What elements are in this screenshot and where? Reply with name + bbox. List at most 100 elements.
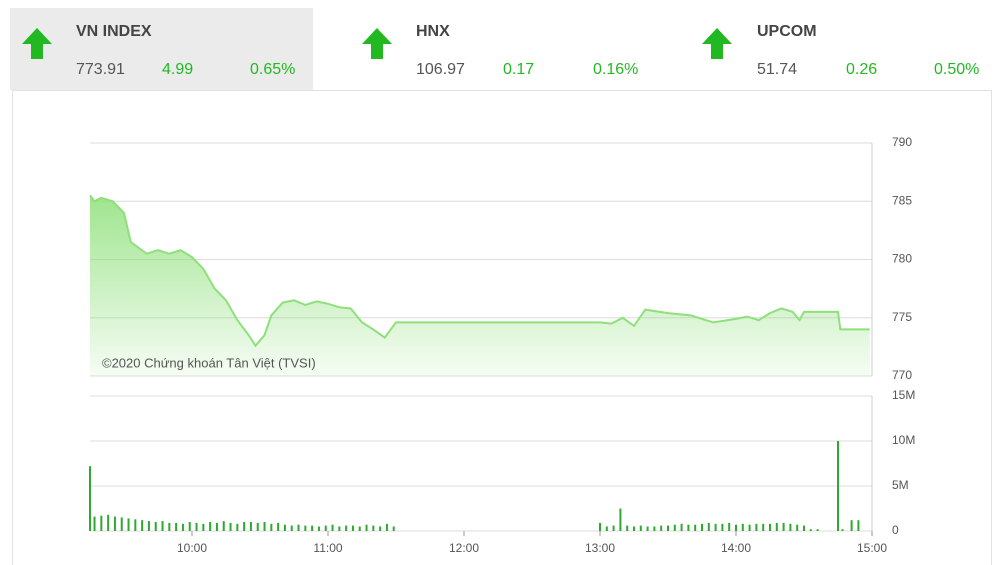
volume-bar [612, 525, 615, 531]
volume-bar [816, 529, 819, 531]
volume-bar [707, 522, 710, 531]
y-tick-label: 770 [892, 368, 912, 382]
volume-bar [809, 529, 812, 531]
index-tab[interactable]: HNX 106.97 0.17 0.16% [362, 23, 638, 78]
index-tab[interactable]: VN INDEX 773.91 4.99 0.65% [22, 23, 295, 78]
volume-bar [89, 466, 91, 531]
volume-bar [181, 523, 184, 531]
volume-bar [660, 525, 663, 531]
volume-bar [304, 525, 307, 531]
volume-bar [372, 525, 375, 531]
volume-bar [263, 522, 266, 531]
volume-bar [229, 522, 232, 531]
y-tick-label: 10M [892, 433, 915, 447]
y-tick-label: 15M [892, 388, 915, 402]
volume-bar [127, 518, 130, 531]
up-arrow [22, 28, 52, 59]
volume-bar [735, 524, 737, 531]
index-tab[interactable]: UPCOM 51.74 0.26 0.50% [702, 23, 979, 78]
volume-bar [701, 523, 703, 531]
volume-bar [351, 525, 354, 531]
volume-bar [277, 522, 280, 531]
index-change: 0.26 [846, 61, 877, 78]
volume-bar [270, 523, 273, 531]
volume-bar [168, 522, 171, 531]
watermark: ©2020 Chứng khoán Tân Việt (TVSI) [102, 355, 316, 370]
volume-bar [653, 526, 656, 531]
index-change: 4.99 [162, 61, 193, 78]
index-percent: 0.16% [593, 61, 638, 78]
x-tick-label: 15:00 [857, 541, 887, 555]
volume-bar [379, 526, 382, 531]
up-arrow [702, 28, 732, 59]
index-name: UPCOM [757, 23, 817, 40]
volume-bar [188, 522, 191, 531]
volume-bar [311, 525, 314, 531]
index-name: VN INDEX [76, 23, 152, 40]
up-arrow [362, 28, 392, 59]
active-tab-bg [10, 8, 313, 90]
volume-bar [256, 522, 259, 531]
volume-bar [837, 441, 839, 531]
volume-bar [338, 526, 341, 531]
y-tick-label: 785 [892, 193, 912, 207]
volume-bar [694, 524, 697, 531]
volume-bar [147, 521, 150, 531]
volume-bar [755, 523, 758, 531]
volume-bar [714, 523, 717, 531]
volume-bar [222, 521, 225, 531]
volume-bar [249, 522, 252, 531]
index-value: 106.97 [416, 61, 465, 78]
volume-bar [803, 525, 805, 531]
volume-bar [782, 522, 785, 531]
volume-bar [619, 508, 622, 531]
volume-bar [113, 516, 116, 531]
volume-bar [667, 525, 669, 531]
volume-bar [646, 526, 649, 531]
volume-bar [195, 522, 198, 531]
x-tick-label: 12:00 [449, 541, 479, 555]
volume-bar [236, 523, 239, 531]
index-value: 51.74 [757, 61, 797, 78]
volume-bar [107, 514, 110, 531]
volume-bar [721, 523, 724, 531]
index-change: 0.17 [503, 61, 534, 78]
volume-bar [392, 526, 395, 531]
volume-bar [345, 525, 348, 531]
index-percent: 0.50% [934, 61, 979, 78]
volume-bar [796, 524, 799, 531]
volume-bar [202, 523, 205, 531]
index-name: HNX [416, 23, 450, 40]
volume-bar [633, 526, 635, 531]
volume-bar [161, 521, 164, 531]
volume-bar [100, 515, 103, 531]
x-tick-label: 11:00 [313, 541, 342, 555]
volume-bar [385, 523, 388, 531]
volume-bar [175, 522, 178, 531]
volume-bar [850, 520, 853, 531]
volume-bar [324, 525, 327, 531]
volume-bar [680, 523, 683, 531]
x-tick-label: 13:00 [585, 541, 615, 555]
y-tick-label: 775 [892, 310, 912, 324]
volume-bar [748, 524, 751, 531]
chart-card [12, 90, 992, 565]
volume-bar [626, 525, 629, 531]
volume-bar [215, 522, 218, 531]
volume-bar [290, 525, 293, 531]
x-tick-label: 14:00 [721, 541, 751, 555]
volume-bar [365, 524, 368, 531]
volume-bar [673, 524, 676, 531]
x-tick-label: 10:00 [177, 541, 207, 555]
index-percent: 0.65% [250, 61, 295, 78]
volume-bar [331, 524, 334, 531]
volume-bar [605, 526, 608, 531]
volume-bar [93, 516, 96, 531]
volume-bar [154, 522, 157, 531]
volume-bar [141, 520, 144, 531]
volume-bar [358, 526, 361, 531]
volume-bar [728, 522, 731, 531]
volume-bar [789, 523, 792, 531]
volume-bar [741, 523, 744, 531]
